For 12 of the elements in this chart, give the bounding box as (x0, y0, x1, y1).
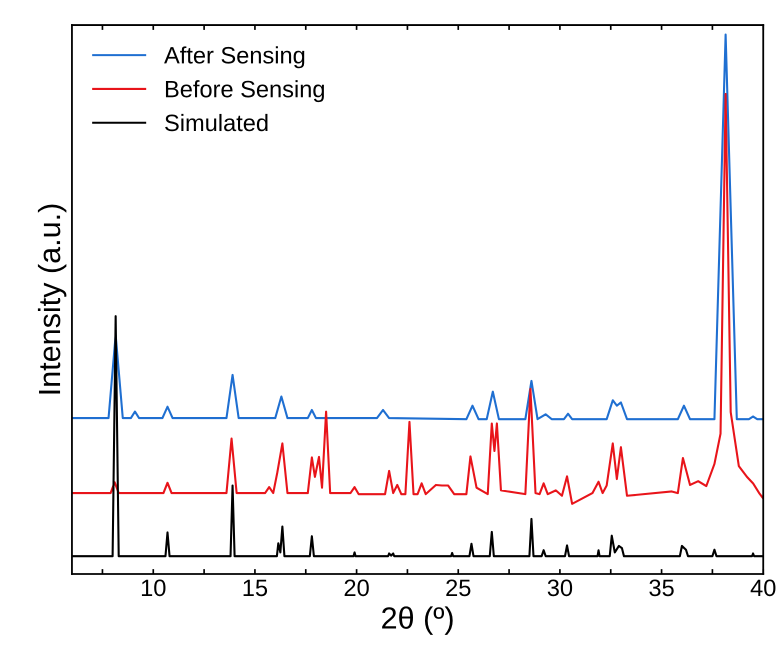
x-tick-label: 35 (649, 579, 674, 596)
x-tick-label: 10 (142, 579, 166, 596)
x-tick-label: 25 (446, 579, 470, 596)
legend-label: After Sensing (164, 46, 304, 68)
legend-label: Before Sensing (166, 80, 324, 102)
x-tick-label: 20 (344, 579, 369, 596)
legend-label: Simulated (165, 114, 268, 132)
x-tick-label: 40 (750, 579, 776, 596)
x-tick-label: 15 (244, 580, 268, 596)
y-axis-title: Intensity (a.u.) (38, 204, 66, 394)
x-axis-title: 2θ (º) (382, 606, 453, 635)
x-tick-label: 30 (548, 579, 572, 596)
